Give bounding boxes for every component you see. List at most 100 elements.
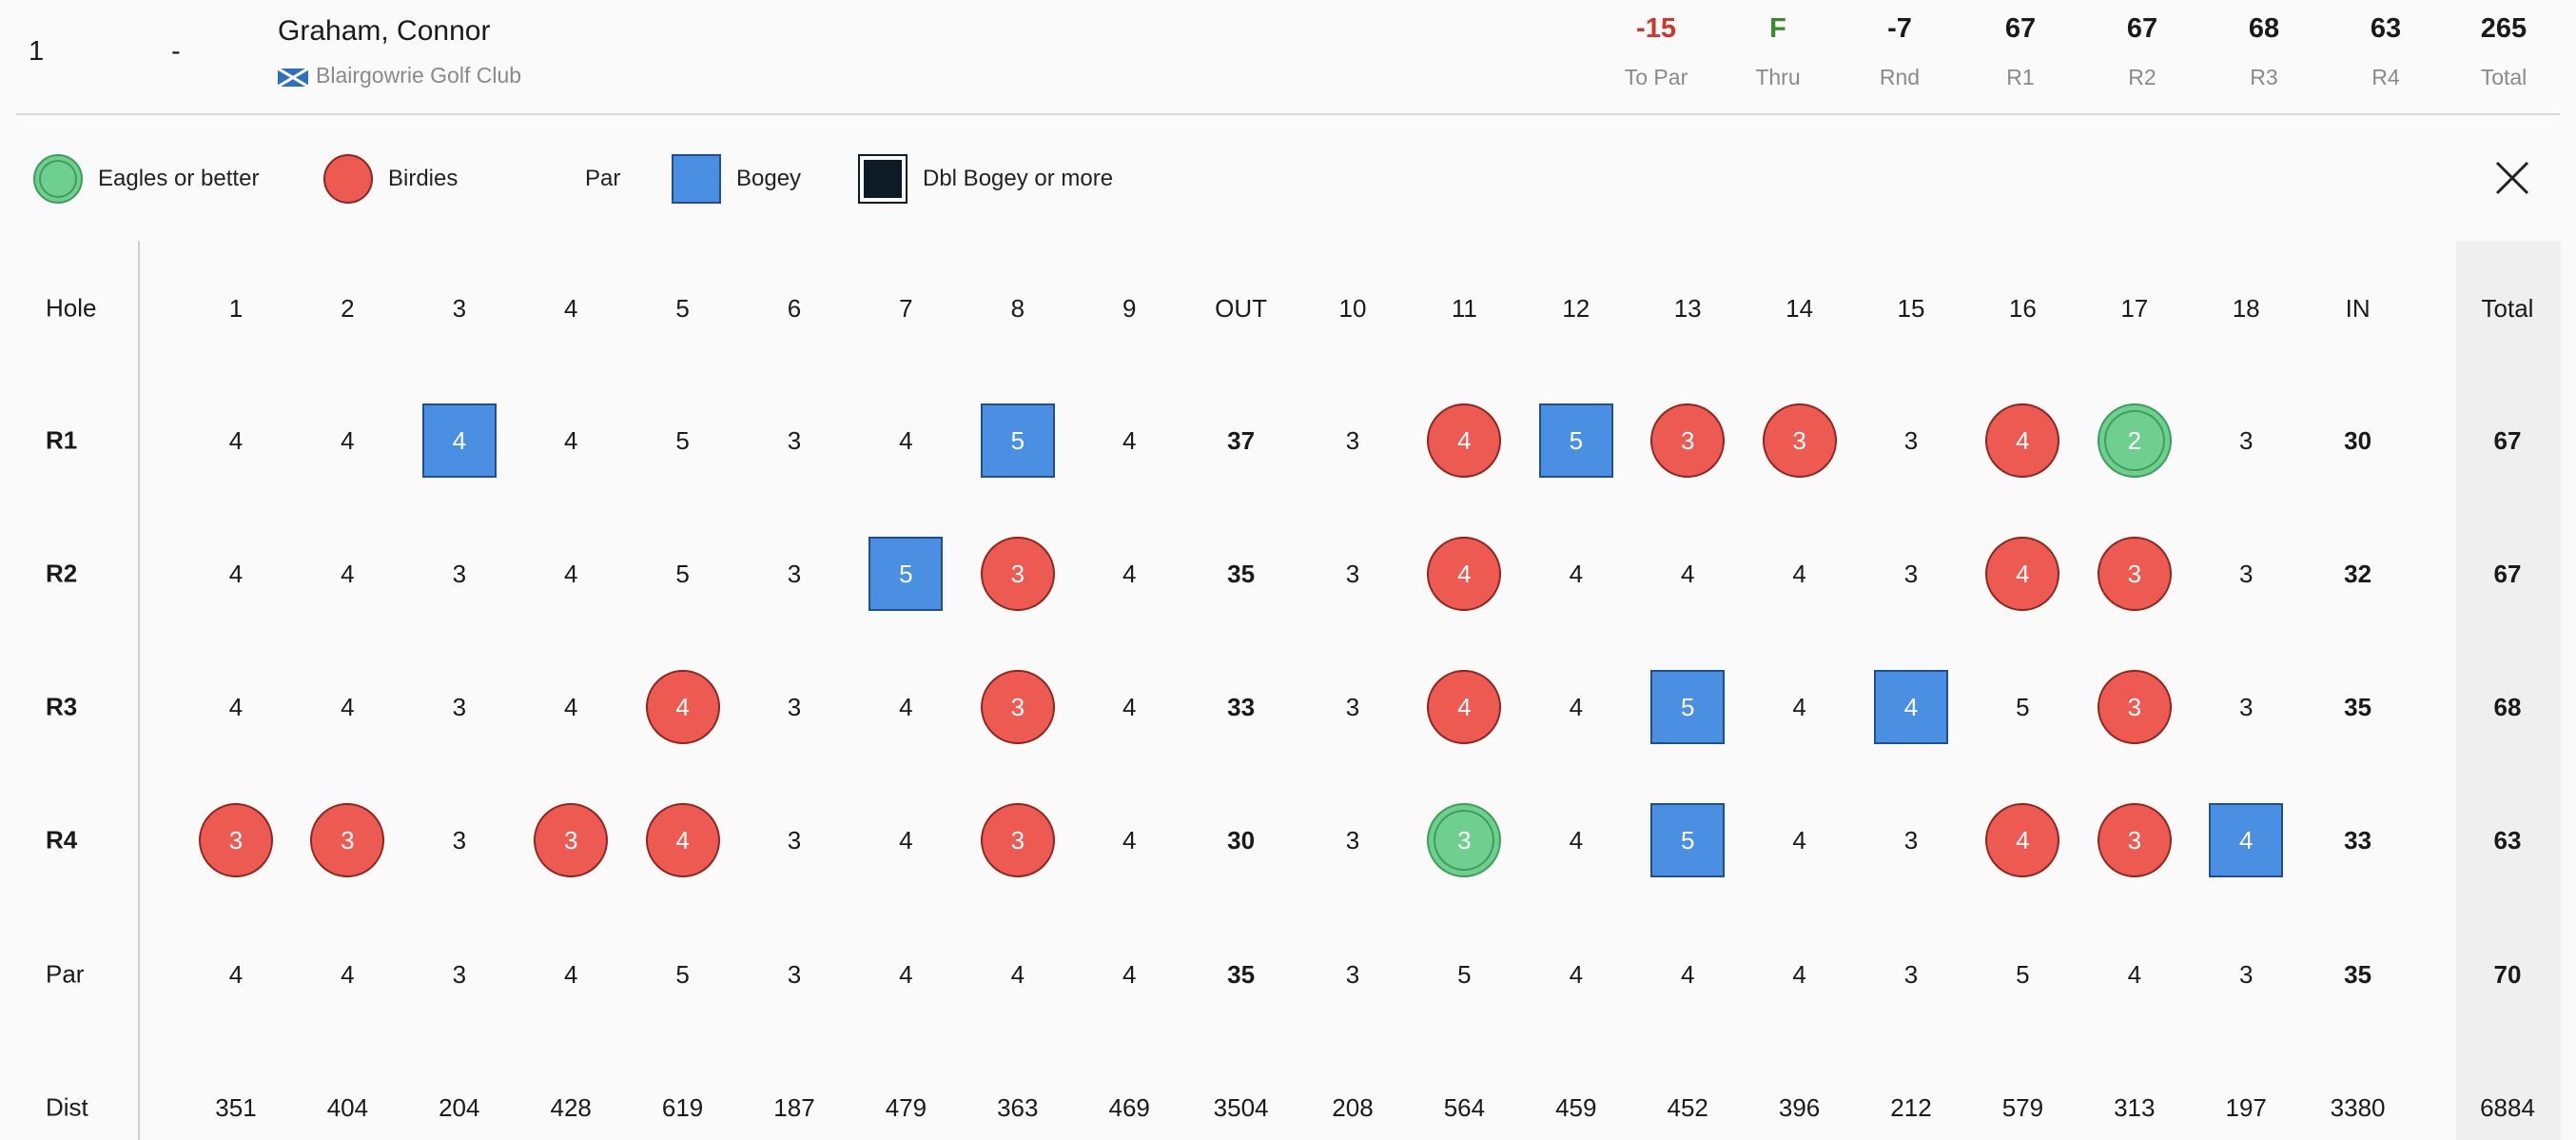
birdie-marker: 3 bbox=[199, 803, 273, 877]
score-cell: 4 bbox=[1680, 959, 1695, 989]
score-cell: 3 bbox=[787, 692, 802, 721]
hole-header-cell: 8 bbox=[1010, 293, 1025, 323]
score-cell: 4 bbox=[1975, 536, 2070, 612]
score-cell: 5 bbox=[2016, 692, 2030, 721]
bogey-marker-icon bbox=[672, 154, 721, 204]
total-column-band bbox=[2456, 241, 2561, 1140]
legend-label: Dbl Bogey or more bbox=[923, 166, 1114, 191]
stat-label: R1 bbox=[2006, 65, 2035, 89]
score-cell: 3380 bbox=[2330, 1092, 2386, 1122]
stat-value: 67 bbox=[2004, 13, 2037, 44]
score-cell: 4 bbox=[228, 559, 244, 588]
score-cell: 3 bbox=[970, 536, 1065, 612]
legend-label: Bogey bbox=[736, 166, 802, 191]
hole-header-cell: 7 bbox=[899, 293, 913, 323]
bogey-marker: 5 bbox=[868, 537, 944, 611]
score-cell: 396 bbox=[1778, 1092, 1821, 1122]
player-position: 1 bbox=[29, 36, 45, 67]
legend-double-bogey: Dbl Bogey or more bbox=[858, 150, 1113, 207]
birdie-marker: 3 bbox=[2097, 537, 2172, 611]
score-cell: 3 bbox=[1752, 403, 1847, 479]
score-cell: 212 bbox=[1890, 1092, 1932, 1122]
score-cell: 564 bbox=[1443, 1092, 1486, 1122]
score-cell: 67 bbox=[2493, 559, 2522, 588]
score-cell: 3 bbox=[1640, 403, 1735, 479]
score-cell: 3 bbox=[1345, 559, 1360, 588]
stat-value: 265 bbox=[2480, 13, 2527, 44]
score-cell: 351 bbox=[215, 1092, 257, 1122]
score-cell: 4 bbox=[563, 425, 578, 455]
score-cell: 5 bbox=[1640, 802, 1735, 878]
score-cell: 4 bbox=[1122, 825, 1137, 855]
score-cell: 3 bbox=[452, 692, 467, 721]
row-label-r4: R4 bbox=[46, 825, 78, 855]
score-cell: 469 bbox=[1108, 1092, 1150, 1122]
score-cell: 187 bbox=[773, 1092, 815, 1122]
score-cell: 3 bbox=[1345, 959, 1360, 989]
birdie-marker-icon bbox=[323, 154, 373, 204]
score-cell: 619 bbox=[661, 1092, 704, 1122]
score-cell: 5 bbox=[1529, 403, 1624, 479]
score-cell: 5 bbox=[858, 536, 953, 612]
score-cell: 479 bbox=[885, 1092, 927, 1122]
row-label-hole: Hole bbox=[46, 293, 97, 323]
legend-label: Birdies bbox=[388, 166, 459, 191]
score-cell: 4 bbox=[1569, 825, 1584, 855]
birdie-marker: 3 bbox=[1762, 403, 1837, 478]
close-icon[interactable] bbox=[2488, 154, 2536, 202]
score-cell: 67 bbox=[2493, 425, 2522, 455]
hole-header-cell: OUT bbox=[1215, 293, 1268, 323]
score-cell: 4 bbox=[2127, 959, 2142, 989]
score-cell: 3 bbox=[1903, 959, 1919, 989]
score-cell: 3 bbox=[188, 802, 283, 878]
birdie-marker: 4 bbox=[1985, 803, 2060, 877]
score-cell: 3 bbox=[970, 802, 1065, 878]
score-cell: 4 bbox=[2198, 802, 2293, 878]
bogey-marker: 4 bbox=[2209, 803, 2284, 877]
birdie-marker: 3 bbox=[980, 670, 1055, 744]
birdie-marker: 4 bbox=[645, 803, 720, 877]
bogey-marker: 4 bbox=[421, 403, 497, 478]
score-cell: 4 bbox=[1122, 959, 1137, 989]
hole-header-cell: 2 bbox=[341, 293, 355, 323]
score-cell: 5 bbox=[1640, 669, 1735, 745]
birdie-marker: 4 bbox=[1985, 537, 2060, 611]
score-cell: 4 bbox=[228, 692, 244, 721]
score-cell: 32 bbox=[2344, 559, 2372, 588]
stat-label: R4 bbox=[2371, 65, 2400, 89]
birdie-marker: 4 bbox=[1427, 537, 1502, 611]
score-cell: 4 bbox=[228, 959, 244, 989]
score-cell: 37 bbox=[1227, 425, 1256, 455]
bogey-marker: 5 bbox=[1650, 670, 1726, 744]
score-cell: 4 bbox=[1792, 692, 1806, 721]
birdie-marker: 3 bbox=[534, 803, 609, 877]
hole-header-cell: 11 bbox=[1451, 293, 1477, 323]
score-cell: 313 bbox=[2114, 1092, 2156, 1122]
player-header: 1 - Graham, Connor Blairgowrie Golf Club… bbox=[16, 0, 2560, 115]
legend-par: Par bbox=[585, 150, 620, 207]
stat-label: R3 bbox=[2250, 65, 2278, 89]
score-cell: 3 bbox=[2087, 802, 2182, 878]
score-cell: 3 bbox=[1903, 825, 1919, 855]
score-cell: 4 bbox=[1122, 425, 1137, 455]
score-cell: 3 bbox=[2087, 536, 2182, 612]
score-cell: 3 bbox=[1903, 425, 1919, 455]
score-cell: 5 bbox=[2016, 959, 2030, 989]
score-cell: 3504 bbox=[1213, 1092, 1269, 1122]
score-cell: 4 bbox=[899, 959, 913, 989]
score-cell: 63 bbox=[2493, 825, 2522, 855]
score-cell: 4 bbox=[341, 692, 355, 721]
score-cell: 428 bbox=[550, 1092, 592, 1122]
score-cell: 3 bbox=[452, 825, 467, 855]
score-cell: 404 bbox=[326, 1092, 369, 1122]
score-cell: 4 bbox=[635, 802, 731, 878]
player-name[interactable]: Graham, Connor bbox=[278, 15, 491, 47]
score-cell: 3 bbox=[2238, 692, 2254, 721]
score-cell: 3 bbox=[970, 669, 1065, 745]
score-cell: 197 bbox=[2225, 1092, 2267, 1122]
score-cell: 3 bbox=[1345, 825, 1360, 855]
score-cell: 68 bbox=[2493, 692, 2522, 721]
hole-header-cell: 14 bbox=[1786, 293, 1814, 323]
close-button[interactable] bbox=[2488, 154, 2536, 202]
score-cell: 3 bbox=[1416, 802, 1512, 878]
